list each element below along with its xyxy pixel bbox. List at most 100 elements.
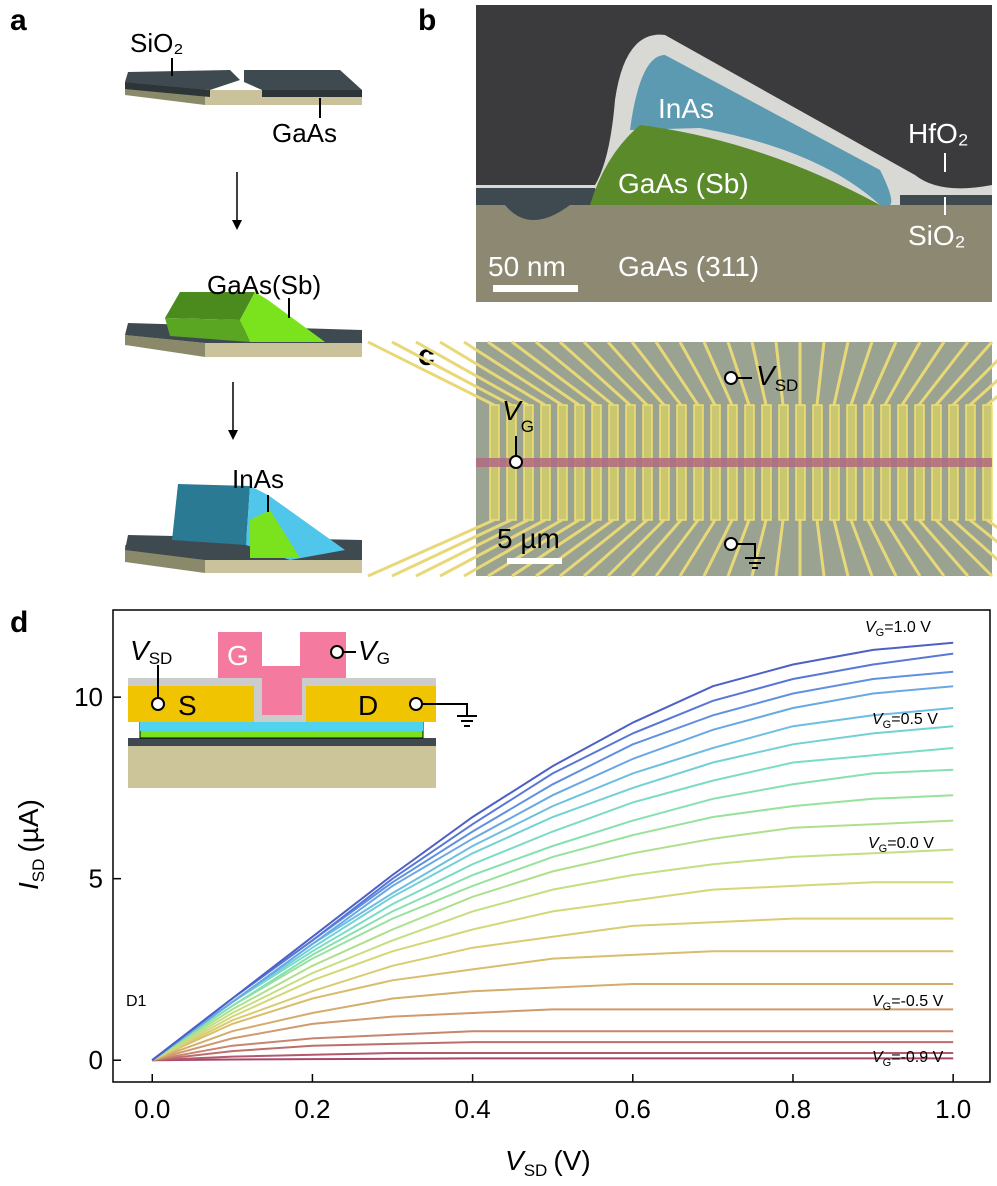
curve [151,794,954,1062]
inset [128,632,477,788]
x-tick-label: 0.8 [775,1094,811,1124]
electrode-lead [866,341,898,406]
annotation-text: =0.5 V [891,711,938,728]
label: SiO₂ [130,28,183,58]
label: GaAs (311) [618,251,759,282]
electrode-lead [463,340,563,407]
x-tick-label: 0.6 [615,1094,651,1124]
curve [151,1008,954,1062]
symbol: V [872,993,884,1010]
electrode-lead [934,518,994,578]
x-tick-label: 0.2 [294,1094,330,1124]
subscript: G [521,417,534,436]
schematic-step3 [125,484,362,573]
electrode-lead [606,518,666,578]
electrode-lead [849,519,874,577]
schematic-step1 [125,58,362,118]
annotation-text: =-0.5 V [891,993,943,1010]
panel-letter: b [418,4,436,37]
electrode-lead [415,518,529,578]
curve [151,917,954,1062]
electrode-lead [883,341,922,406]
subscript: SD [29,859,48,883]
electrode-lead [606,341,666,406]
curve [151,819,954,1062]
label: VSD [756,360,798,395]
annotation-text: =1.0 V [884,619,931,636]
label: InAs [658,93,714,124]
x-tick-label: 0.0 [134,1094,170,1124]
curve [151,725,954,1062]
electrode-lead [866,519,898,577]
label: InAs [232,464,284,494]
label: VG [358,635,390,668]
electrode-lead [917,341,970,406]
curve [152,1057,954,1062]
subscript: G [377,649,390,668]
symbol: V [358,635,379,666]
scale-bar-label: 50 nm [488,251,566,282]
curve [151,768,954,1062]
subscript: G [879,843,888,855]
electrode-lead [559,518,631,578]
plot-frame [112,609,991,1083]
subscript: G [883,1057,892,1069]
symbol: V [865,619,877,636]
electrode-lead [934,341,994,406]
electrode-lead [815,341,826,406]
label: GaAs (Sb) [618,168,749,199]
electrode-lead [774,341,785,406]
electrode-lead [511,518,597,578]
device-label: D1 [126,993,147,1010]
subscript: SD [149,649,173,668]
curve [152,1041,954,1062]
curve [151,685,954,1062]
electrode-lead [726,341,751,406]
symbol: V [872,711,884,728]
annotation: VG=-0.5 V [872,993,944,1013]
electrode-lead [832,341,850,406]
panel-letter: d [10,606,28,639]
symbol: V [868,835,880,852]
symbol: V [502,395,523,426]
electrode-lead [726,519,751,577]
electrode-lead [463,518,563,578]
electrode-lead [750,341,768,406]
device-labels [507,371,765,569]
subscript: SD [524,1161,548,1180]
sem-image [476,5,992,302]
electrode-lead [849,341,874,406]
electrode-lead [511,340,597,407]
y-tick-label: 10 [74,682,103,712]
curve [151,983,954,1062]
arrow-head [232,220,242,230]
electrode-lead [630,341,683,406]
curve [152,1030,954,1062]
gate-label: G [227,640,249,671]
electrode-lead [883,519,922,577]
subscript: G [876,627,885,639]
label: HfO₂ [908,118,969,149]
electrode-lead [678,519,717,577]
electrode-lead [487,340,580,407]
electrode-lead [702,341,734,406]
unit: (µA) [13,799,44,852]
electrode-lead [367,340,495,407]
electrode-lead [415,340,529,407]
device-image [367,340,997,578]
scale-bar-label: 5 µm [497,523,560,554]
subscript: SD [775,376,799,395]
y-axis-label: ISD (µA) [13,799,48,890]
subscript: G [883,719,892,731]
symbol: V [872,1049,884,1066]
panel-letter: a [10,4,27,37]
label: VSD [130,635,172,668]
unit: (V) [553,1145,590,1176]
label: VG [502,395,534,436]
y-tick-label: 0 [89,1045,103,1075]
electrode-lead [630,519,683,577]
electrode-lead [583,518,648,578]
y-tick-label: 5 [89,864,103,894]
label: GaAs [272,118,337,148]
